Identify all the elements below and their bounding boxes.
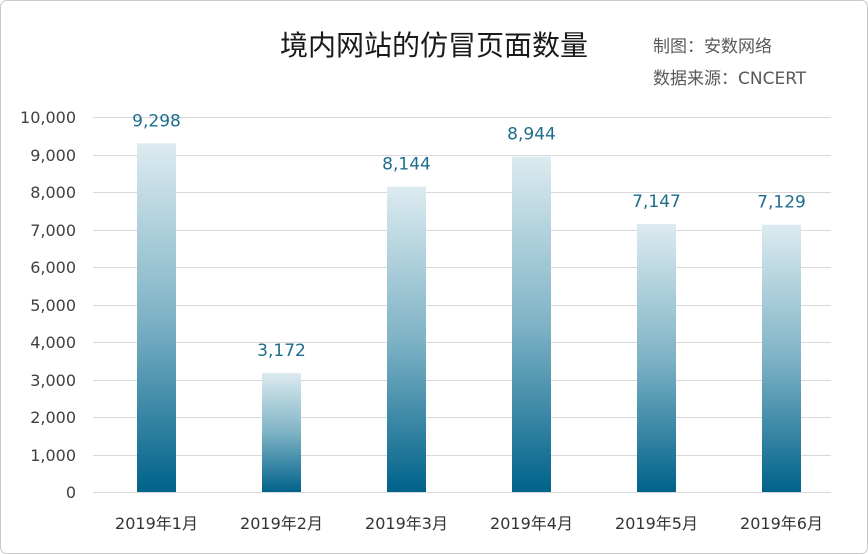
x-axis-tick-labels: 2019年1月 2019年2月 2019年3月 2019年4月 2019年5月 2019年… [115,514,823,533]
y-tick-label: 5,000 [30,296,76,315]
data-label: 3,172 [257,341,306,361]
y-tick-label: 2,000 [30,408,76,427]
y-tick-label: 8,000 [30,183,76,202]
bar [762,224,801,492]
chart-title: 境内网站的仿冒页面数量 [280,29,588,62]
x-tick-label: 2019年6月 [740,514,823,533]
y-tick-label: 6,000 [30,258,76,277]
data-label: 9,298 [132,111,181,131]
y-tick-label: 10,000 [20,108,76,127]
gridlines [93,117,831,493]
y-tick-label: 4,000 [30,333,76,352]
data-label: 7,147 [632,192,681,212]
x-tick-label: 2019年4月 [490,514,573,533]
bar [387,186,426,492]
y-tick-label: 0 [66,483,76,502]
bar [512,156,551,492]
x-tick-label: 2019年5月 [615,514,698,533]
bars [137,143,801,493]
y-tick-label: 1,000 [30,446,76,465]
data-label: 8,144 [382,155,431,175]
x-tick-label: 2019年2月 [240,514,323,533]
credit-source: 数据来源：CNCERT [653,69,807,89]
x-tick-label: 2019年3月 [365,514,448,533]
credit-author: 制图：安数网络 [653,37,772,57]
y-tick-label: 9,000 [30,146,76,165]
y-tick-label: 3,000 [30,371,76,390]
data-labels: 9,298 3,172 8,144 8,944 7,147 7,129 [132,111,806,361]
y-axis-tick-labels: 0 1,000 2,000 3,000 4,000 5,000 6,000 7,000 8,00… [20,108,76,502]
data-label: 8,944 [507,125,556,145]
x-tick-label: 2019年1月 [115,514,198,533]
bar [262,373,301,492]
bar [137,143,176,492]
data-label: 7,129 [757,193,806,213]
y-tick-label: 7,000 [30,221,76,240]
bar [637,223,676,493]
